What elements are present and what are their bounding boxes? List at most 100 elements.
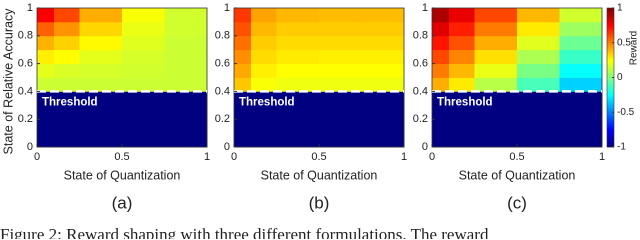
colorbar-step	[607, 68, 614, 71]
x-axis-label: State of Quantization	[64, 168, 181, 182]
colorbar-step	[607, 123, 614, 127]
colorbar-step	[607, 33, 614, 37]
threshold-label: Threshold	[437, 96, 493, 108]
colorbar-tick-label: 1	[617, 3, 623, 14]
colorbar-step	[607, 114, 614, 118]
x-tick-label: 1	[204, 151, 210, 163]
heatmap-cell	[361, 8, 405, 23]
y-tick-label: 0	[422, 141, 428, 153]
colorbar-step	[607, 82, 614, 85]
colorbar-step	[607, 79, 614, 83]
colorbar-step	[607, 96, 614, 99]
heatmap-cell	[432, 63, 450, 78]
x-tick-label: 1	[599, 151, 605, 163]
heatmap-cell	[164, 77, 208, 92]
colorbar-step	[607, 128, 614, 132]
heatmap-cell	[164, 21, 208, 37]
colorbar-step	[607, 84, 614, 88]
heatmap-cell	[432, 8, 450, 23]
heatmap-cell	[474, 63, 518, 78]
heatmap-cell	[37, 8, 55, 23]
colorbar-step	[607, 100, 614, 104]
y-axis-label: State of Relative Accuracy	[1, 8, 15, 155]
x-tick-label: 0	[34, 151, 40, 163]
colorbar-step	[607, 21, 614, 25]
heatmap-cell	[449, 35, 475, 51]
heatmap-cell	[251, 21, 277, 37]
heatmap-cell	[164, 49, 208, 64]
threshold-label: Threshold	[42, 96, 98, 108]
y-tick-label: 1	[27, 2, 33, 14]
heatmap-cell	[449, 77, 475, 92]
colorbar-label: Reward	[629, 31, 640, 65]
heatmap-cell	[474, 77, 518, 92]
heatmap-cell	[319, 77, 362, 92]
y-tick-label: 0.2	[215, 113, 230, 125]
heatmap-cell	[559, 63, 603, 78]
heatmap-cell	[79, 91, 123, 148]
heatmap-cell	[37, 35, 55, 51]
colorbar-step	[607, 137, 614, 141]
heatmap-cell	[37, 21, 55, 37]
y-tick-label: 0.4	[413, 85, 428, 97]
colorbar-step	[607, 63, 614, 67]
heatmap-cell	[251, 91, 277, 148]
y-tick-label: 0.2	[413, 113, 428, 125]
heatmap-cell	[559, 21, 603, 37]
heatmap-cell	[319, 8, 362, 23]
heatmap-cell	[559, 49, 603, 64]
colorbar-tick-label: -1	[617, 142, 626, 153]
heatmap-cell	[234, 35, 252, 51]
heatmap-cell	[122, 49, 165, 64]
colorbar-step	[607, 38, 614, 41]
colorbar-step	[607, 40, 614, 44]
heatmap-cell	[432, 77, 450, 92]
heatmap-cell	[122, 8, 165, 23]
heatmap-cell	[474, 8, 518, 23]
heatmap-cell	[122, 35, 165, 51]
heatmap-cell	[276, 63, 320, 78]
heatmap-cell	[432, 35, 450, 51]
y-tick-label: 0.8	[18, 30, 33, 42]
colorbar-step	[607, 72, 614, 76]
colorbar-step	[607, 119, 614, 122]
panel-label: (c)	[507, 193, 527, 212]
heatmap-cell	[79, 21, 123, 37]
heatmap-cell	[234, 77, 252, 92]
heatmap-cell	[474, 21, 518, 37]
heatmap-cell	[251, 63, 277, 78]
colorbar-step	[607, 89, 614, 92]
colorbar-step	[607, 142, 614, 145]
caption: Figure 2: Reward shaping with three diff…	[0, 225, 489, 239]
colorbar-step	[607, 77, 614, 81]
heatmap-cell	[79, 63, 123, 78]
colorbar-step	[607, 135, 614, 139]
panel-label: (a)	[112, 193, 133, 212]
heatmap-cell	[164, 91, 208, 148]
heatmap-cell	[122, 91, 165, 148]
colorbar-step	[607, 86, 614, 90]
colorbar-step	[607, 10, 614, 13]
heatmap-cell	[559, 8, 603, 23]
colorbar-gradient	[607, 8, 614, 148]
x-axis-label: State of Quantization	[261, 168, 378, 182]
colorbar-step	[607, 75, 614, 78]
colorbar-step	[607, 109, 614, 113]
heatmap-cell	[517, 49, 560, 64]
colorbar-step	[607, 130, 614, 134]
y-tick-label: 1	[224, 2, 230, 14]
heatmap-cell	[251, 35, 277, 51]
heatmap-cell	[517, 21, 560, 37]
heatmap-cell	[449, 91, 475, 148]
heatmap-cell	[79, 77, 123, 92]
colorbar-step	[607, 19, 614, 23]
y-tick-label: 0.6	[18, 58, 33, 70]
y-tick-label: 0	[27, 141, 33, 153]
panel-label: (b)	[309, 193, 330, 212]
heatmap-cell	[122, 77, 165, 92]
heatmap-cell	[79, 35, 123, 51]
colorbar-step	[607, 24, 614, 27]
heatmap-cell	[449, 21, 475, 37]
heatmap-cells	[234, 8, 405, 148]
x-tick-label: 0.5	[114, 151, 129, 163]
